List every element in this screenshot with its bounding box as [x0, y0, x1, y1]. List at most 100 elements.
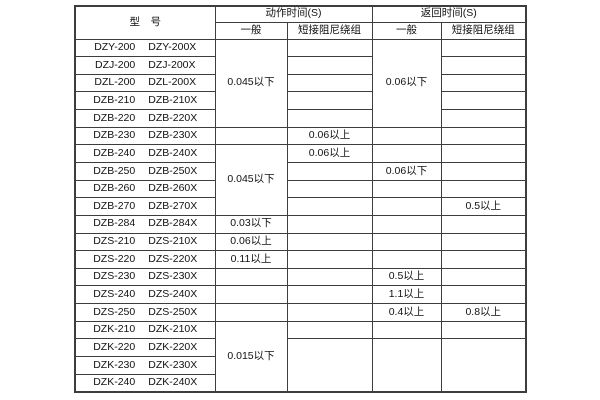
table-row: DZL-200 DZL-200X	[74, 73, 527, 93]
model-b: DZB-240X	[148, 146, 198, 159]
action-general-empty	[214, 285, 288, 305]
return-damping-empty	[440, 126, 527, 146]
model-b: DZK-220X	[148, 340, 198, 353]
table-row: DZB-270 DZB-270X 0.5以上	[74, 197, 527, 216]
return-damping-value: 0.5以上	[440, 197, 527, 216]
header-row-1: 型 号 动作时间(S) 返回时间(S)	[74, 5, 527, 40]
model-b: DZS-220X	[148, 252, 198, 265]
return-damping-empty	[440, 109, 527, 128]
table-row: DZB-230 DZB-230X 0.06以上	[74, 126, 527, 146]
model-cell: DZJ-200 DZJ-200X	[74, 56, 216, 75]
return-general-empty	[371, 126, 442, 146]
model-b: DZS-250X	[148, 305, 198, 318]
table-row: DZK-230 DZK-230X	[74, 356, 526, 375]
model-cell: DZY-200 DZY-200X	[74, 38, 216, 58]
table-row: DZB-284 DZB-284X 0.03以下	[74, 214, 527, 234]
model-b: DZK-230X	[148, 358, 198, 371]
return-damping-value: 0.8以上	[440, 303, 527, 322]
return-general-empty	[371, 214, 442, 234]
model-a: DZB-270	[93, 199, 136, 212]
model-cell: DZK-210 DZK-210X	[74, 320, 216, 340]
return-damping-empty	[440, 179, 527, 199]
model-a: DZS-240	[93, 288, 136, 301]
header-return-time: 返回时间(S)	[371, 5, 527, 23]
action-damping-empty	[286, 73, 373, 93]
model-cell: DZK-240 DZK-240X	[74, 373, 216, 393]
model-b: DZS-240X	[148, 288, 198, 301]
model-a: DZS-230	[93, 270, 136, 283]
return-general-empty	[371, 250, 442, 269]
model-cell: DZB-220 DZB-220X	[74, 109, 216, 128]
return-damping-empty	[440, 250, 527, 269]
model-cell: DZK-230 DZK-230X	[74, 356, 216, 375]
model-b: DZK-210X	[148, 323, 198, 336]
action-damping-empty	[286, 303, 373, 322]
return-general-value: 0.06以下	[371, 38, 442, 128]
return-damping-empty	[440, 144, 527, 163]
return-damping-empty	[440, 214, 527, 234]
header-return-damping: 短接阻尼绕组	[440, 21, 527, 40]
action-damping-value: 0.06以上	[286, 144, 373, 163]
return-general-empty	[371, 338, 442, 393]
action-general-empty	[214, 267, 288, 287]
table-row: DZY-200 DZY-200X 0.045以下 0.06以下	[74, 38, 527, 128]
model-cell: DZS-240 DZS-240X	[74, 285, 216, 305]
action-general-value: 0.015以下	[214, 320, 288, 393]
model-cell: DZB-270 DZB-270X	[74, 197, 216, 216]
action-damping-empty	[286, 338, 373, 393]
return-general-value: 0.4以上	[371, 303, 442, 322]
model-cell: DZL-200 DZL-200X	[74, 73, 216, 93]
model-b: DZB-220X	[148, 111, 198, 124]
return-damping-empty	[440, 56, 527, 75]
table-row: DZS-250 DZS-250X 0.4以上 0.8以上	[74, 303, 527, 322]
return-damping-empty	[440, 320, 527, 340]
model-b: DZB-260X	[148, 182, 198, 195]
header-return-general: 一般	[371, 21, 442, 40]
action-damping-empty	[286, 267, 373, 287]
return-damping-empty	[440, 267, 527, 287]
model-a: DZK-240	[93, 376, 136, 389]
model-a: DZB-230	[93, 129, 136, 142]
spec-table: 型 号 动作时间(S) 返回时间(S) 一般 短接阻尼绕组 一般 短接阻尼绕组 …	[74, 5, 527, 393]
action-damping-empty	[286, 56, 373, 75]
table-body: DZY-200 DZY-200X 0.045以下 0.06以下 DZJ-200 DZ…	[74, 38, 527, 393]
action-damping-empty	[286, 179, 373, 199]
model-b: DZK-240X	[148, 376, 198, 389]
model-a: DZB-210	[93, 93, 136, 106]
action-damping-empty	[286, 232, 373, 252]
model-cell: DZS-210 DZS-210X	[74, 232, 216, 252]
table-row: DZS-210 DZS-210X 0.06以上	[74, 232, 527, 252]
model-cell: DZK-220 DZK-220X	[74, 338, 216, 358]
action-damping-empty	[286, 214, 373, 234]
table-row: DZK-220 DZK-220X	[74, 338, 527, 393]
action-general-value: 0.11以上	[214, 250, 288, 269]
model-a: DZJ-200	[94, 58, 136, 71]
header-action-damping: 短接阻尼绕组	[286, 21, 373, 40]
return-damping-empty	[440, 285, 527, 305]
return-damping-empty	[440, 73, 527, 93]
model-cell: DZS-220 DZS-220X	[74, 250, 216, 269]
return-general-empty	[371, 197, 442, 216]
action-general-value: 0.045以下	[214, 144, 288, 216]
action-general-empty	[214, 126, 288, 146]
model-cell: DZS-230 DZS-230X	[74, 267, 216, 287]
model-b: DZL-200X	[148, 76, 197, 89]
action-damping-empty	[286, 38, 373, 58]
model-b: DZB-210X	[148, 93, 198, 106]
model-b: DZS-210X	[148, 235, 198, 248]
model-a: DZS-250	[93, 305, 136, 318]
action-damping-empty	[286, 109, 373, 128]
table-row: DZK-240 DZK-240X	[74, 373, 526, 393]
return-damping-empty	[440, 161, 527, 181]
table-row: DZS-230 DZS-230X 0.5以上	[74, 267, 527, 287]
table-header: 型 号 动作时间(S) 返回时间(S) 一般 短接阻尼绕组 一般 短接阻尼绕组	[74, 5, 527, 40]
model-a: DZB-220	[93, 111, 136, 124]
return-damping-empty	[440, 91, 527, 111]
return-damping-empty	[440, 232, 527, 252]
table-row: DZS-220 DZS-220X 0.11以上	[74, 250, 527, 269]
action-damping-empty	[286, 91, 373, 111]
model-cell: DZB-240 DZB-240X	[74, 144, 216, 163]
header-action-time: 动作时间(S)	[214, 5, 373, 23]
model-a: DZK-220	[93, 340, 136, 353]
